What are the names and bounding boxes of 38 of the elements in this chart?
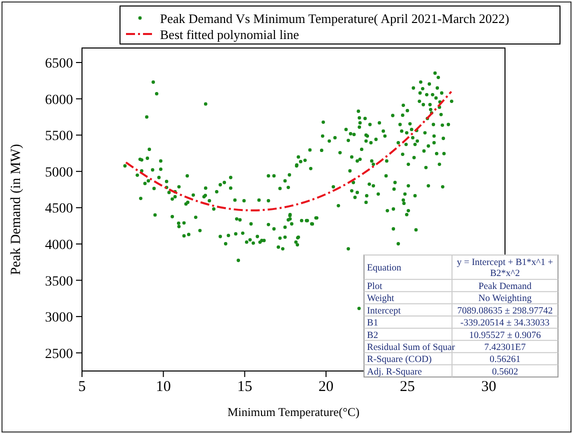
annotation: Residual Sum of Squar [367, 343, 456, 353]
annotation: 7089.08635 ± 298.97742 [457, 306, 553, 316]
y-tick-label: 3000 [45, 310, 73, 326]
annotation: -339.20514 ± 34.33033 [460, 318, 550, 329]
x-tick-label: 25 [400, 379, 415, 395]
x-tick-label: 10 [156, 379, 171, 395]
y-tick-label: 5000 [45, 165, 73, 180]
y-axis-title: Peak Demand (in MW) [9, 144, 24, 276]
annotation: y = Intercept + B1*x^1 + B2*x^2 [456, 258, 554, 279]
x-tick-label: 20 [318, 379, 334, 395]
annotation: Adj. R-Square [367, 367, 422, 378]
y-tick-label: 4000 [45, 238, 73, 253]
annotation: B2 [367, 330, 378, 341]
y-tick-label: 6500 [45, 56, 73, 72]
annotation: 7.42301E7 [484, 343, 526, 353]
annotation: R-Square (COD) [367, 355, 432, 366]
x-tick-label: 30 [481, 379, 496, 395]
y-tick-label: 4500 [45, 202, 73, 217]
x-tick-label: 5 [78, 379, 86, 395]
y-tick-label: 2500 [45, 346, 73, 362]
annotation: 0.5602 [492, 367, 518, 378]
annotation: No Weighting [478, 294, 532, 304]
annotation: Plot [367, 282, 383, 292]
line-series [124, 90, 452, 212]
y-tick-label: 3500 [45, 274, 73, 290]
annotation: Weight [367, 294, 395, 304]
annotation: B1 [367, 318, 378, 329]
annotation: Equation [367, 264, 402, 274]
y-tick-label: 5500 [45, 129, 73, 144]
annotation: Intercept [367, 306, 402, 316]
x-tick-label: 15 [237, 379, 252, 395]
annotation: 10.95527 ± 0.9076 [469, 330, 542, 341]
x-axis-title: Minimum Temperature(°C) [227, 405, 360, 419]
y-tick-label: 6000 [45, 92, 73, 108]
annotation: Peak Demand [478, 282, 532, 292]
legend-label: Best fitted polynomial line [160, 27, 300, 42]
annotation: 0.56261 [490, 355, 521, 366]
legend-label: Peak Demand Vs Minimum Temperature( April 2021-March 2022) [160, 11, 510, 26]
